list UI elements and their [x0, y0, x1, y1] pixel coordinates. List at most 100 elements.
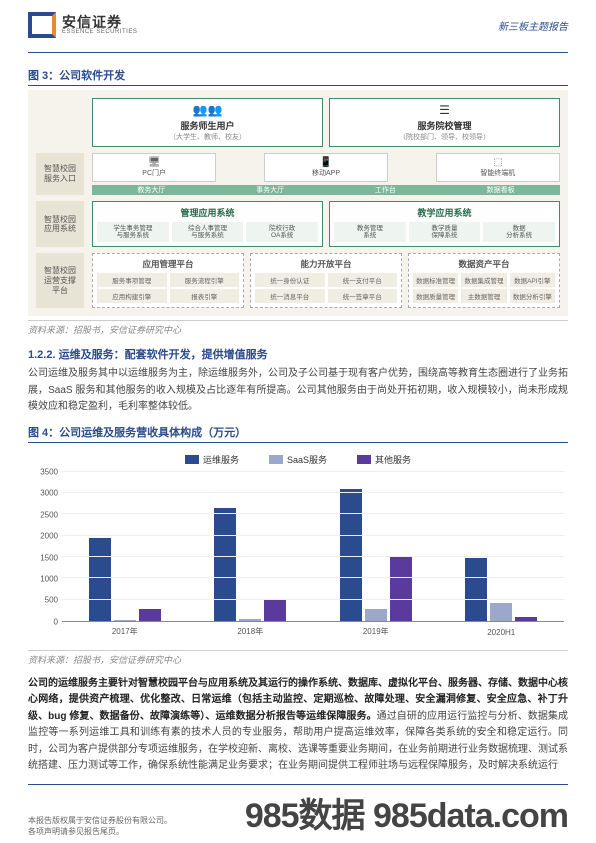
y-tick: 0: [54, 617, 58, 626]
plot-area: 2017年2018年2019年2020H1: [62, 472, 564, 622]
top-right-title: 服务院校管理: [336, 119, 553, 132]
entry: 智能终端机: [480, 170, 515, 177]
bar: [515, 617, 537, 621]
figure4-source: 资料来源：招股书，安信证券研究中心: [28, 650, 568, 666]
teach-system-group: 教学应用系统 教务管理 系统 教学质量 保障系统 数据 分析系统: [329, 201, 560, 247]
y-tick: 500: [45, 596, 58, 605]
logo-text-en: ESSENCE SECURITIES: [62, 29, 137, 35]
section-122-body: 公司运维及服务其中以运维服务为主，除运维服务外，公司及子公司基于现有客户优势，围…: [28, 366, 568, 416]
row2-top: 🖥 PC门户 📱 移动APP ⬚ 智能终端机: [92, 153, 560, 182]
y-axis: 0500100015002000250030003500: [32, 472, 62, 622]
plat-item: 数据API引擎: [510, 273, 555, 287]
plat-title: 应用管理平台: [97, 258, 239, 270]
entry: 移动APP: [312, 170, 340, 177]
x-label: 2020H1: [439, 628, 565, 637]
bar: [89, 538, 111, 621]
legend-swatch-1: [269, 455, 283, 464]
figure4-chart: 运维服务 SaaS服务 其他服务 05001000150020002500300…: [28, 447, 568, 646]
x-label: 2017年: [62, 626, 188, 637]
bar: [239, 619, 261, 621]
plat-item: 数据集成管理: [461, 273, 506, 287]
row2-bottom: 教务大厅 事务大厅 工作台 数据看板: [92, 185, 560, 195]
y-tick: 2000: [40, 532, 58, 541]
body-para-2: 公司的运维服务主要针对智慧校园平台与应用系统及其运行的操作系统、数据库、虚拟化平…: [28, 676, 568, 775]
desktop-icon: 🖥: [95, 157, 213, 168]
logo-text-cn: 安信证券: [62, 15, 137, 29]
sys-item: 综合人事管理 与服务系统: [172, 222, 244, 242]
bar: [139, 609, 161, 621]
x-label: 2019年: [313, 626, 439, 637]
row4-label: 智慧校园 运营支撑 平台: [36, 253, 84, 308]
bar: [114, 620, 136, 621]
figure3-source: 资料来源：招股书，安信证券研究中心: [28, 320, 568, 336]
sys-item: 教务管理 系统: [334, 222, 406, 242]
logo: 安信证券 ESSENCE SECURITIES: [28, 12, 137, 38]
bar: [465, 558, 487, 621]
plat-group-2: 数据资产平台 数据标准管理 数据集成管理 数据API引擎 数据质量管理 主数据管…: [408, 253, 560, 308]
header-divider: [28, 52, 568, 53]
bar: [214, 508, 236, 621]
top-right-sub: （院校部门、领导、校领导）: [336, 132, 553, 142]
figure3-title: 图 3：公司软件开发: [28, 67, 568, 86]
logo-mark-icon: [28, 12, 56, 38]
row2-label: 智慧校园 服务入口: [36, 153, 84, 195]
plat-item: 应用构建引擎: [97, 289, 167, 303]
plat-item: 报表引擎: [170, 289, 240, 303]
green-item: 教务大厅: [134, 185, 168, 195]
chart-legend: 运维服务 SaaS服务 其他服务: [32, 453, 564, 466]
page-header: 安信证券 ESSENCE SECURITIES 新三板主题报告: [28, 12, 568, 50]
legend-label: 运维服务: [203, 453, 239, 466]
sys-item: 数据 分析系统: [483, 222, 555, 242]
top-left-sub: （大学生、教师、校友）: [99, 132, 316, 142]
entry: PC门户: [142, 170, 166, 177]
y-tick: 3500: [40, 467, 58, 476]
plat-item: 统一签章平台: [328, 289, 398, 303]
plat-title: 能力开放平台: [255, 258, 397, 270]
bar: [340, 489, 362, 621]
org-icon: ☰: [336, 103, 553, 117]
row3-label: 智慧校园 应用系统: [36, 201, 84, 247]
people-icon: 👥👥: [99, 103, 316, 117]
legend-label: 其他服务: [375, 453, 411, 466]
bar: [490, 603, 512, 621]
sys-item: 学生事务管理 与服务系统: [97, 222, 169, 242]
plat-title: 数据资产平台: [413, 258, 555, 270]
sys-item: 院校行政 OA系统: [246, 222, 318, 242]
plat-item: 统一身份认证: [255, 273, 325, 287]
diagram-top-left: 👥👥 服务师生用户 （大学生、教师、校友）: [92, 98, 323, 147]
figure3-diagram: 👥👥 服务师生用户 （大学生、教师、校友） ☰ 服务院校管理 （院校部门、领导、…: [28, 90, 568, 316]
bar: [390, 557, 412, 621]
green-item: 事务大厅: [253, 185, 287, 195]
plat-item: 数据质量管理: [413, 289, 458, 303]
figure4-title: 图 4：公司运维及服务营收具体构成（万元）: [28, 424, 568, 443]
kiosk-icon: ⬚: [439, 157, 557, 168]
green-item: 工作台: [372, 185, 399, 195]
legend-swatch-0: [185, 455, 199, 464]
x-label: 2018年: [188, 626, 314, 637]
plat-group-1: 能力开放平台 统一身份认证 统一支付平台 统一消息平台 统一签章平台: [250, 253, 402, 308]
footer-line1: 本报告版权属于安信证券股份有限公司。: [28, 816, 172, 826]
plat-item: 服务流程引擎: [170, 273, 240, 287]
watermark: 985数据 985data.com: [245, 788, 568, 837]
mgmt-title: 管理应用系统: [97, 206, 318, 219]
legend-label: SaaS服务: [287, 453, 327, 466]
plat-item: 数据分析引擎: [510, 289, 555, 303]
plat-group-0: 应用管理平台 服务事项管理 服务流程引擎 应用构建引擎 报表引擎: [92, 253, 244, 308]
plat-item: 统一消息平台: [255, 289, 325, 303]
header-report-type: 新三板主题报告: [498, 18, 568, 33]
plat-item: 数据标准管理: [413, 273, 458, 287]
footer-line2: 各项声明请参见报告尾页。: [28, 827, 172, 837]
section-122-title: 1.2.2. 运维及服务：配套软件开发，提供增值服务: [28, 346, 568, 362]
y-tick: 3000: [40, 489, 58, 498]
plat-item: 主数据管理: [461, 289, 506, 303]
bar: [365, 609, 387, 621]
plat-item: 统一支付平台: [328, 273, 398, 287]
page-footer: 本报告版权属于安信证券股份有限公司。 各项声明请参见报告尾页。 985数据 98…: [28, 784, 568, 837]
y-tick: 1000: [40, 574, 58, 583]
bar: [264, 599, 286, 621]
mobile-icon: 📱: [267, 157, 385, 168]
y-tick: 1500: [40, 553, 58, 562]
plat-item: 服务事项管理: [97, 273, 167, 287]
mgmt-system-group: 管理应用系统 学生事务管理 与服务系统 综合人事管理 与服务系统 院校行政 OA…: [92, 201, 323, 247]
teach-title: 教学应用系统: [334, 206, 555, 219]
